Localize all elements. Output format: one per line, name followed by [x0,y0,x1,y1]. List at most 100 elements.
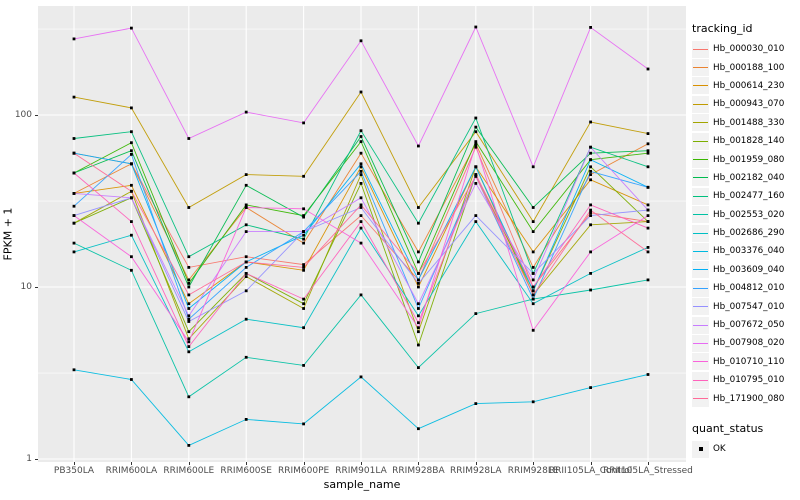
legend-key [692,334,709,352]
x-tick-mark [361,462,362,465]
legend-key-line-icon [693,159,708,161]
x-tick-label: RRII105LA_Stressed [603,466,693,476]
legend-entry: Hb_171900_080 [692,389,798,408]
x-tick-mark [303,462,305,465]
legend-key-line-icon [693,269,708,271]
legend-key [692,132,709,150]
x-tick-mark [246,462,248,465]
legend-entry: Hb_010795_010 [692,371,798,389]
legend-entry: Hb_002553_020 [692,206,798,224]
legend-key-line-icon [693,85,708,87]
legend-title-tracking-id: tracking_id [692,22,753,35]
legend-entry-label: OK [713,444,726,454]
legend-entry-label: Hb_004812_010 [713,283,785,294]
legend-key [692,40,709,58]
legend-entry-label: Hb_010795_010 [713,375,785,386]
legend-key-line-icon [693,398,708,400]
legend-key-line-icon [693,195,708,197]
legend-key [692,206,709,224]
legend-entry-label: Hb_001488_330 [713,117,785,128]
legend-key [692,187,709,205]
x-tick-mark [533,462,535,465]
legend-key-line-icon [693,177,708,179]
legend-entry: Hb_004812_010 [692,279,798,297]
legend-key-line-icon [693,103,708,105]
x-tick-mark [188,462,190,465]
legend-key [692,95,709,113]
legend-key-line-icon [693,250,708,252]
x-axis-title: sample_name [323,478,401,491]
legend-entry-ok: OK [692,440,798,458]
legend-entry: Hb_000188_100 [692,58,798,77]
x-tick-label: RRIM928LA [450,466,502,476]
chart-canvas [38,6,686,462]
y-tick-label: 10 [20,281,32,292]
y-axis-title: FPKM + 1 [1,207,15,261]
legend-entry-label: Hb_002686_290 [713,228,785,239]
legend-entry-label: Hb_007547_010 [713,301,785,312]
x-tick-label: RRIM600LA [105,466,158,476]
legend-entry: Hb_007547_010 [692,297,798,316]
legend-entry: Hb_000943_070 [692,95,798,113]
legend-key-line-icon [693,48,708,50]
legend-entry-label: Hb_000188_100 [713,62,785,73]
legend-entry: Hb_003609_040 [692,261,798,279]
legend-entry-label: Hb_002477_160 [713,191,785,202]
legend-entry: Hb_001488_330 [692,114,798,132]
legend-entry-label: Hb_010710_110 [713,356,785,367]
x-tick-label: PB350LA [53,466,95,476]
legend-entry: Hb_000030_010 [692,40,798,58]
x-tick-label: RRIM928BA [392,466,445,476]
legend-key [692,224,709,242]
y-tick-label: 1 [26,453,32,464]
legend-key-line-icon [693,122,708,124]
legend-entry: Hb_001959_080 [692,150,798,169]
legend-entry: Hb_007672_050 [692,316,798,334]
legend-key [692,261,709,279]
legend-entry: Hb_000614_230 [692,77,798,95]
legend-entry: Hb_010710_110 [692,353,798,371]
legend-key [692,114,709,132]
x-tick-mark [74,462,75,465]
legend-key-ok [692,440,709,458]
x-tick-label: RRIM600SE [220,466,272,476]
legend-key [692,169,709,187]
x-tick-label: RRIM928LE [507,466,559,476]
legend-entry-label: Hb_003609_040 [713,264,785,275]
legend-items: Hb_000030_010 Hb_000188_100 Hb_000614_230 H… [692,40,798,408]
legend: tracking_id Hb_000030_010 Hb_000188_100 Hb… [692,22,798,458]
x-tick-label: RRII105LA_Control [548,466,633,476]
legend-entry: Hb_001828_140 [692,132,798,150]
x-tick-label: RRIM600PE [277,466,330,476]
legend-title-quant-status: quant_status [692,421,764,435]
legend-entry-label: Hb_001959_080 [713,154,785,165]
legend-entry: Hb_007908_020 [692,334,798,352]
x-tick-mark [648,462,649,465]
legend-key-line-icon [693,287,708,289]
legend-key [692,77,709,95]
legend-entry-label: Hb_000030_010 [713,44,785,55]
legend-key-line-icon [693,379,708,381]
legend-key-line-icon [693,324,708,326]
legend-key [692,316,709,334]
legend-entry: Hb_003376_040 [692,242,798,260]
legend-key [692,390,709,408]
legend-key-line-icon [693,306,708,308]
legend-key-line-icon [693,67,708,69]
legend-entry-label: Hb_002553_020 [713,209,785,220]
y-tick-mark [35,114,38,116]
legend-entry-label: Hb_002182_040 [713,172,785,183]
legend-key [692,353,709,371]
legend-key [692,279,709,297]
y-tick-label: 100 [14,109,32,120]
x-tick-label: RRIM600LE [163,466,215,476]
x-tick-mark [131,462,133,465]
legend-entry: Hb_002477_160 [692,187,798,205]
legend-key [692,151,709,169]
x-tick-mark [418,462,420,465]
legend-key-line-icon [693,342,708,344]
legend-key-line-icon [693,214,708,216]
legend-entry: Hb_002182_040 [692,169,798,187]
legend-entry-label: Hb_000614_230 [713,80,785,91]
